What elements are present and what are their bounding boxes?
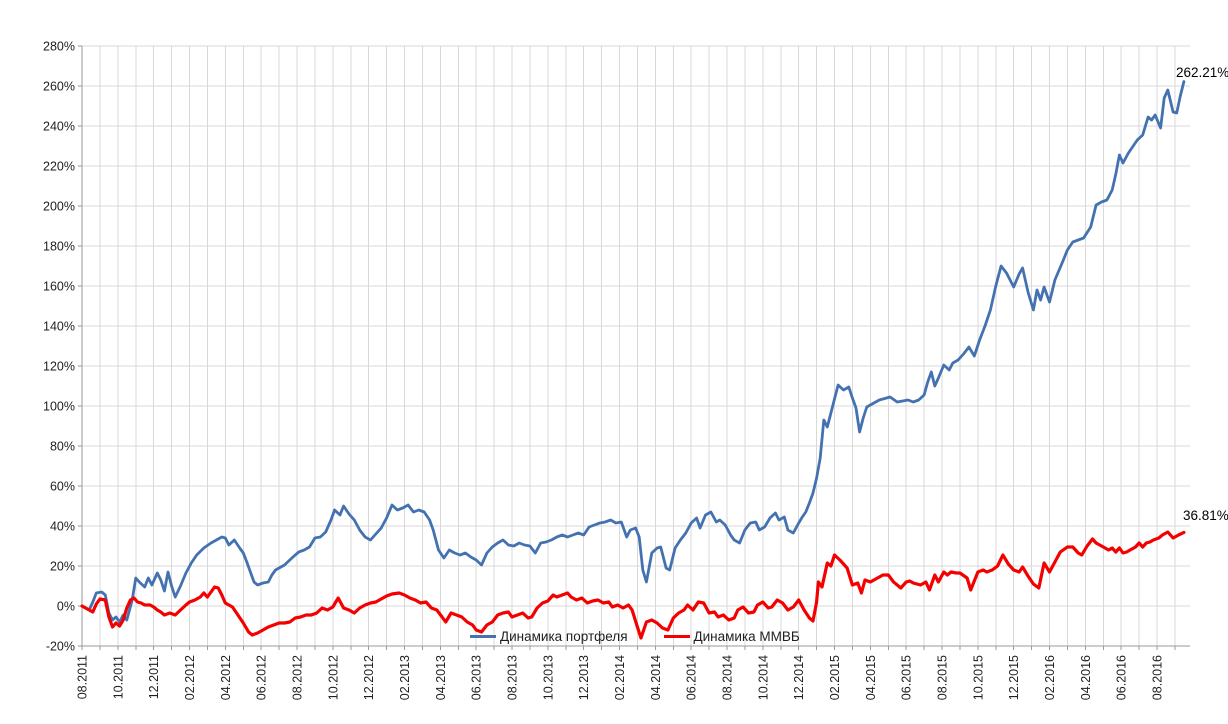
y-tick-label: 240% [43, 120, 75, 134]
horizontal-gridlines [82, 45, 1190, 647]
y-tick-label: 100% [43, 400, 75, 414]
x-tick-label: 04.2012 [219, 655, 233, 700]
x-tick-label: 12.2014 [792, 655, 806, 700]
legend-label-portfolio: Динамика портфеля [500, 629, 628, 644]
x-tick-label: 08.2011 [76, 655, 90, 699]
y-tick-label: 260% [43, 80, 75, 94]
x-tick-label: 08.2014 [721, 655, 735, 700]
x-tick-label: 06.2014 [685, 655, 699, 700]
y-tick-label: 80% [50, 440, 75, 454]
y-tick-label: 60% [50, 480, 75, 494]
y-tick-label: 40% [50, 520, 75, 534]
y-tick-label: 280% [43, 40, 75, 54]
x-tick-label: 02.2013 [398, 655, 412, 700]
x-tick-label: 04.2014 [649, 655, 663, 700]
portfolio-line-swatch-icon [470, 635, 496, 638]
mmvb-series-line[interactable] [80, 530, 1186, 640]
x-tick-label: 04.2013 [434, 655, 448, 700]
x-tick-label: 12.2011 [147, 655, 161, 699]
vertical-gridlines [81, 46, 1176, 646]
x-tick-label: 06.2016 [1115, 655, 1129, 700]
x-tick-label: 10.2011 [111, 655, 125, 699]
x-tick-label: 12.2012 [362, 655, 376, 700]
x-tick-label: 02.2012 [183, 655, 197, 700]
legend-item-mmvb[interactable]: Динамика ММВБ [663, 628, 800, 645]
y-tick-label: 200% [43, 200, 75, 214]
y-tick-label: 180% [43, 240, 75, 254]
x-tick-label: 12.2015 [1007, 655, 1021, 700]
mmvb-final-value-label: 36.81% [1183, 508, 1228, 523]
x-tick-label: 02.2015 [828, 655, 842, 700]
x-tick-label: 10.2015 [971, 655, 985, 700]
x-tick-label: 04.2016 [1079, 655, 1093, 700]
y-tick-label: 20% [50, 560, 75, 574]
x-axis-labels: 08.2011 10.2011 12.2011 02.2012 04.2012 06.20… [76, 655, 1165, 700]
x-tick-label: 06.2013 [470, 655, 484, 700]
axes [78, 45, 1190, 650]
y-tick-label: -20% [46, 640, 75, 654]
y-axis-labels: 280% 260% 240% 220% 200% 180% 160% 140% 120% 100%… [43, 40, 75, 654]
x-tick-label: 04.2015 [864, 655, 878, 700]
legend-label-mmvb: Динамика ММВБ [693, 629, 800, 644]
x-tick-label: 10.2012 [326, 655, 340, 700]
x-tick-label: 02.2016 [1043, 655, 1057, 700]
x-tick-label: 10.2014 [756, 655, 770, 700]
portfolio-series-line[interactable] [80, 80, 1186, 624]
x-tick-label: 12.2013 [577, 655, 591, 700]
x-tick-label: 08.2016 [1151, 655, 1165, 700]
x-tick-label: 10.2013 [541, 655, 555, 700]
legend-item-portfolio[interactable]: Динамика портфеля [470, 628, 628, 645]
y-tick-label: 220% [43, 160, 75, 174]
x-tick-label: 02.2014 [613, 655, 627, 700]
portfolio-final-value-label: 262.21% [1176, 65, 1228, 80]
y-tick-label: 160% [43, 280, 75, 294]
y-tick-label: 120% [43, 360, 75, 374]
y-tick-label: 0% [57, 600, 75, 614]
legend: Динамика портфеля Динамика ММВБ [470, 628, 800, 645]
mmvb-line-swatch-icon [663, 635, 690, 638]
x-tick-label: 06.2015 [900, 655, 914, 700]
x-tick-label: 08.2012 [291, 655, 305, 700]
x-tick-label: 08.2013 [506, 655, 520, 700]
x-tick-label: 08.2015 [936, 655, 950, 700]
x-tick-label: 06.2012 [255, 655, 269, 700]
y-tick-label: 140% [43, 320, 75, 334]
